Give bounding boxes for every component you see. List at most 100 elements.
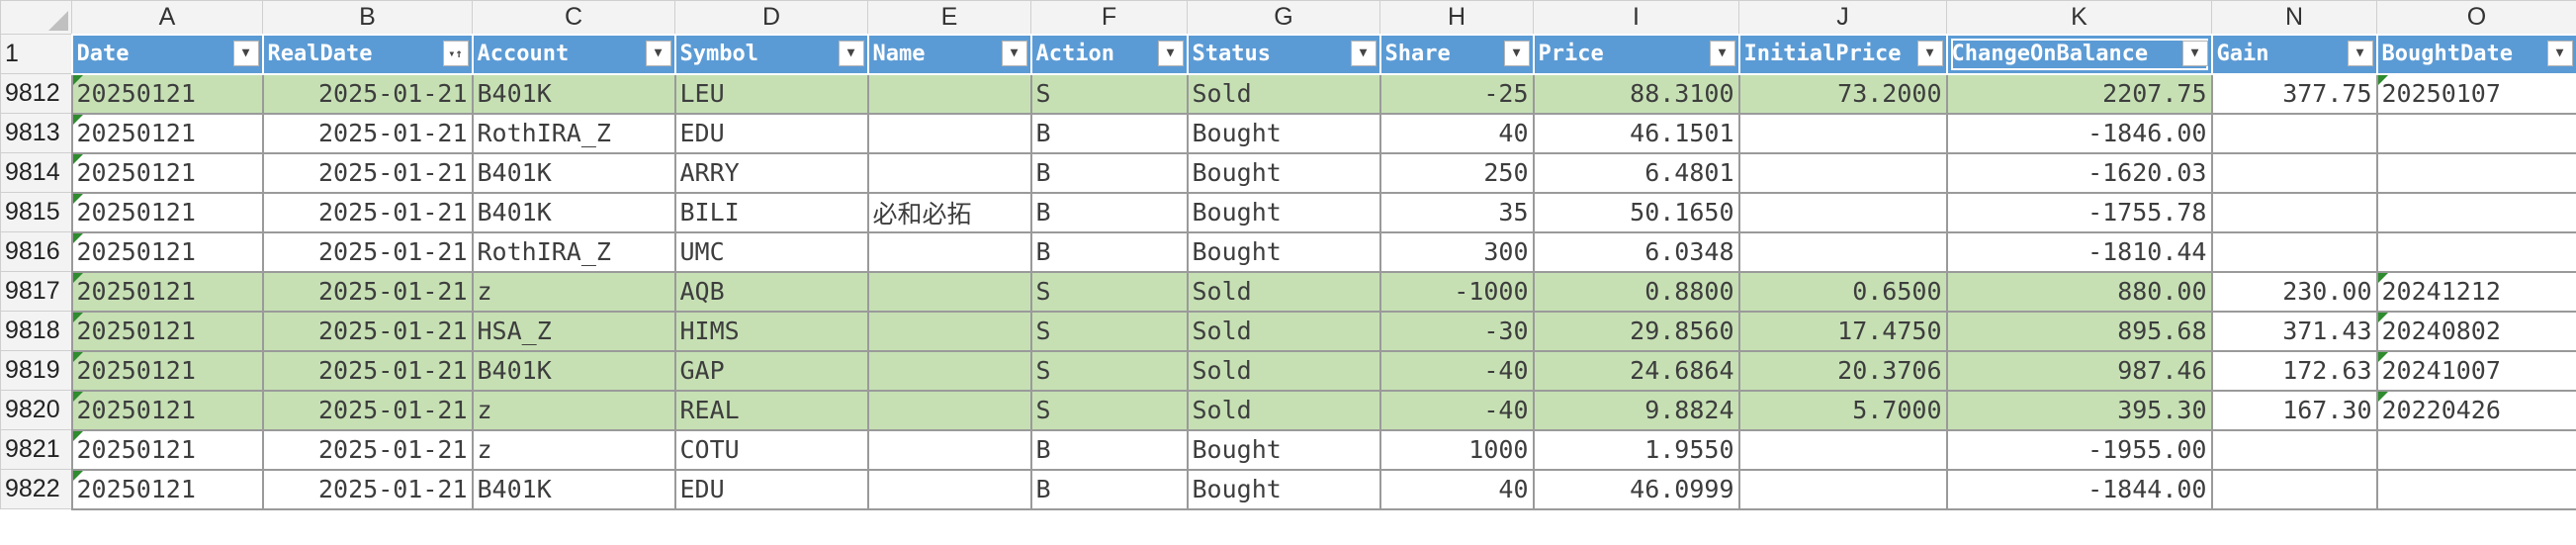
cell-changeonbalance[interactable]: -1620.03 <box>1945 151 2213 194</box>
cell-date[interactable]: 20250121 <box>70 270 264 313</box>
header-cell-status[interactable]: Status ▼ <box>1186 33 1381 75</box>
row-number[interactable]: 9817 <box>0 271 72 312</box>
cell-name[interactable] <box>866 230 1032 273</box>
row-number[interactable]: 9815 <box>0 192 72 232</box>
cell-symbol[interactable]: BILI <box>673 191 869 233</box>
cell-price[interactable]: 24.6864 <box>1532 349 1740 392</box>
select-all-corner[interactable] <box>0 0 72 35</box>
cell-action[interactable]: B <box>1029 191 1189 233</box>
cell-account[interactable]: B401K <box>471 191 676 233</box>
filter-dropdown-icon[interactable]: ▼ <box>645 40 671 66</box>
filter-dropdown-icon[interactable]: ▼ <box>2546 40 2573 66</box>
column-letter-b[interactable]: B <box>262 0 473 35</box>
cell-share[interactable]: -1000 <box>1378 270 1535 313</box>
cell-realdate[interactable]: 2025-01-21 <box>261 428 474 471</box>
cell-boughtdate[interactable] <box>2375 468 2576 510</box>
column-letter-e[interactable]: E <box>867 0 1031 35</box>
cell-boughtdate[interactable]: 20240802 <box>2375 310 2576 352</box>
cell-name[interactable] <box>866 389 1032 431</box>
cell-price[interactable]: 1.9550 <box>1532 428 1740 471</box>
cell-share[interactable]: 250 <box>1378 151 1535 194</box>
header-cell-initialprice[interactable]: InitialPrice ▼ <box>1737 33 1948 75</box>
cell-action[interactable]: S <box>1029 310 1189 352</box>
cell-initialprice[interactable] <box>1737 468 1948 510</box>
cell-gain[interactable] <box>2210 468 2378 510</box>
header-cell-price[interactable]: Price ▼ <box>1532 33 1740 75</box>
cell-gain[interactable]: 172.63 <box>2210 349 2378 392</box>
cell-status[interactable]: Sold <box>1186 72 1381 115</box>
cell-changeonbalance[interactable]: -1846.00 <box>1945 112 2213 154</box>
cell-date[interactable]: 20250121 <box>70 310 264 352</box>
cell-symbol[interactable]: HIMS <box>673 310 869 352</box>
cell-symbol[interactable]: EDU <box>673 468 869 510</box>
cell-boughtdate[interactable]: 20250107 <box>2375 72 2576 115</box>
cell-symbol[interactable]: ARRY <box>673 151 869 194</box>
cell-share[interactable]: 35 <box>1378 191 1535 233</box>
cell-boughtdate[interactable]: 20241212 <box>2375 270 2576 313</box>
cell-realdate[interactable]: 2025-01-21 <box>261 310 474 352</box>
row-number[interactable]: 9820 <box>0 390 72 430</box>
cell-date[interactable]: 20250121 <box>70 191 264 233</box>
cell-changeonbalance[interactable]: 2207.75 <box>1945 72 2213 115</box>
cell-changeonbalance[interactable]: 895.68 <box>1945 310 2213 352</box>
column-letter-h[interactable]: H <box>1379 0 1534 35</box>
cell-action[interactable]: S <box>1029 349 1189 392</box>
cell-initialprice[interactable]: 17.4750 <box>1737 310 1948 352</box>
row-number[interactable]: 9816 <box>0 231 72 272</box>
cell-changeonbalance[interactable]: -1810.44 <box>1945 230 2213 273</box>
cell-status[interactable]: Bought <box>1186 191 1381 233</box>
row-number[interactable]: 9821 <box>0 429 72 470</box>
cell-changeonbalance[interactable]: 987.46 <box>1945 349 2213 392</box>
cell-name[interactable] <box>866 270 1032 313</box>
cell-date[interactable]: 20250121 <box>70 151 264 194</box>
cell-symbol[interactable]: AQB <box>673 270 869 313</box>
cell-date[interactable]: 20250121 <box>70 349 264 392</box>
cell-account[interactable]: B401K <box>471 72 676 115</box>
column-letter-k[interactable]: K <box>1946 0 2212 35</box>
cell-gain[interactable] <box>2210 151 2378 194</box>
cell-realdate[interactable]: 2025-01-21 <box>261 349 474 392</box>
filter-dropdown-icon[interactable]: ▼ <box>2347 40 2373 66</box>
row-number[interactable]: 9812 <box>0 73 72 114</box>
cell-changeonbalance[interactable]: -1755.78 <box>1945 191 2213 233</box>
cell-status[interactable]: Sold <box>1186 310 1381 352</box>
cell-date[interactable]: 20250121 <box>70 389 264 431</box>
cell-account[interactable]: B401K <box>471 349 676 392</box>
cell-status[interactable]: Bought <box>1186 428 1381 471</box>
header-cell-gain[interactable]: Gain ▼ <box>2210 33 2378 75</box>
header-cell-boughtdate[interactable]: BoughtDate ▼ <box>2375 33 2576 75</box>
filter-dropdown-icon[interactable]: ▼ <box>1001 40 1027 66</box>
cell-account[interactable]: RothIRA_Z <box>471 230 676 273</box>
cell-initialprice[interactable]: 73.2000 <box>1737 72 1948 115</box>
cell-boughtdate[interactable] <box>2375 191 2576 233</box>
row-number[interactable]: 1 <box>0 34 72 74</box>
column-letter-g[interactable]: G <box>1187 0 1380 35</box>
cell-initialprice[interactable] <box>1737 230 1948 273</box>
column-letter-i[interactable]: I <box>1533 0 1739 35</box>
cell-realdate[interactable]: 2025-01-21 <box>261 270 474 313</box>
cell-boughtdate[interactable] <box>2375 112 2576 154</box>
cell-action[interactable]: S <box>1029 270 1189 313</box>
cell-gain[interactable] <box>2210 230 2378 273</box>
cell-price[interactable]: 9.8824 <box>1532 389 1740 431</box>
cell-boughtdate[interactable] <box>2375 428 2576 471</box>
cell-share[interactable]: 300 <box>1378 230 1535 273</box>
row-number[interactable]: 9813 <box>0 113 72 153</box>
cell-boughtdate[interactable]: 20241007 <box>2375 349 2576 392</box>
cell-share[interactable]: -25 <box>1378 72 1535 115</box>
cell-changeonbalance[interactable]: 395.30 <box>1945 389 2213 431</box>
cell-boughtdate[interactable] <box>2375 230 2576 273</box>
cell-price[interactable]: 88.3100 <box>1532 72 1740 115</box>
header-cell-changeonbalance[interactable]: ChangeOnBalance ▼ <box>1945 33 2213 75</box>
cell-gain[interactable] <box>2210 191 2378 233</box>
filter-dropdown-icon[interactable]: ▼ <box>1709 40 1735 66</box>
cell-share[interactable]: 40 <box>1378 468 1535 510</box>
cell-status[interactable]: Bought <box>1186 230 1381 273</box>
cell-gain[interactable]: 371.43 <box>2210 310 2378 352</box>
cell-name[interactable] <box>866 72 1032 115</box>
row-number[interactable]: 9814 <box>0 152 72 193</box>
cell-status[interactable]: Sold <box>1186 349 1381 392</box>
cell-account[interactable]: z <box>471 389 676 431</box>
filter-dropdown-icon[interactable]: ▼ <box>838 40 864 66</box>
